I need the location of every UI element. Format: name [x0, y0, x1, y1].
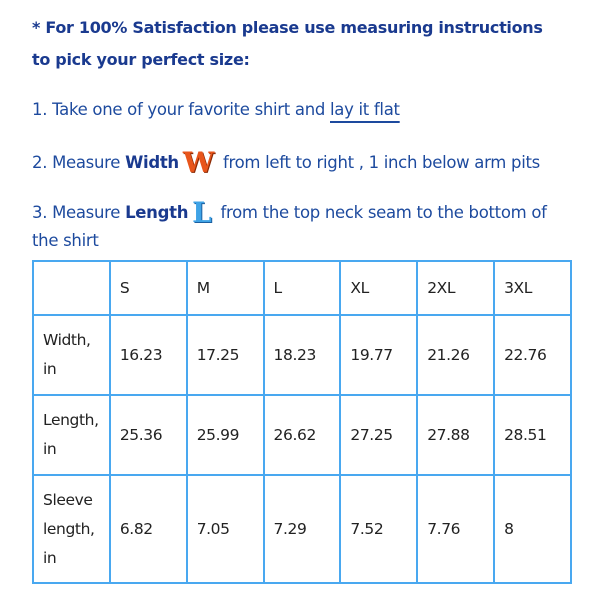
length-letter-icon: L: [192, 196, 212, 229]
step-1-text: 1. Take one of your favorite shirt and: [32, 100, 330, 119]
intro-line-1: * For 100% Satisfaction please use measu…: [32, 18, 543, 37]
intro-line-2: to pick your perfect size:: [32, 50, 250, 69]
table-cell: 22.76: [493, 314, 572, 396]
table-cell: 21.26: [416, 314, 496, 396]
step-2-bold: Width: [125, 153, 179, 172]
table-cell: 17.25: [185, 314, 265, 396]
table-row: Length, in 25.36 25.99 26.62 27.25 27.88…: [32, 394, 572, 476]
header-cell: 2XL: [416, 260, 496, 316]
table-row: Sleeve length, in 6.82 7.05 7.29 7.52 7.…: [32, 474, 572, 584]
step-2-prefix: 2. Measure: [32, 153, 126, 172]
lay-it-flat-link[interactable]: lay it flat: [330, 100, 400, 119]
table-cell: 19.77: [339, 314, 419, 396]
step-3-suffix: from the top neck seam to the bottom of: [215, 203, 547, 222]
table-cell: 28.51: [493, 394, 572, 476]
table-cell: 27.88: [416, 394, 496, 476]
table-cell: 7.76: [416, 474, 496, 584]
table-cell: 25.36: [108, 394, 188, 476]
table-cell: 27.25: [339, 394, 419, 476]
table-cell: 7.05: [185, 474, 265, 584]
header-cell: XL: [339, 260, 419, 316]
size-chart-table: S M L XL 2XL 3XL Width, in 16.23 17.25 1…: [32, 260, 572, 584]
row-label: Length, in: [32, 394, 111, 476]
table-row: Width, in 16.23 17.25 18.23 19.77 21.26 …: [32, 314, 572, 396]
table-cell: 7.52: [339, 474, 419, 584]
table-cell: 26.62: [262, 394, 342, 476]
table-cell: 7.29: [262, 474, 342, 584]
header-cell: 3XL: [493, 260, 572, 316]
table-cell: 18.23: [262, 314, 342, 396]
table-header-row: S M L XL 2XL 3XL: [32, 260, 572, 316]
header-cell: L: [262, 260, 342, 316]
table-cell: 25.99: [185, 394, 265, 476]
step-3: 3. Measure Length L from the top neck sea…: [32, 199, 547, 227]
step-3-continuation: the shirt: [32, 231, 99, 250]
header-cell: [32, 260, 111, 316]
table-cell: 6.82: [108, 474, 188, 584]
width-letter-icon: W: [182, 146, 215, 179]
header-cell: S: [108, 260, 188, 316]
table-cell: 16.23: [108, 314, 188, 396]
step-3-bold: Length: [125, 203, 189, 222]
header-cell: M: [185, 260, 265, 316]
row-label: Sleeve length, in: [32, 474, 111, 584]
step-2-suffix: from left to right , 1 inch below arm pi…: [218, 153, 540, 172]
step-1: 1. Take one of your favorite shirt and l…: [32, 100, 400, 119]
step-2: 2. Measure Width W from left to right , 1…: [32, 149, 540, 177]
table-cell: 8: [493, 474, 572, 584]
step-3-prefix: 3. Measure: [32, 203, 126, 222]
row-label: Width, in: [32, 314, 111, 396]
